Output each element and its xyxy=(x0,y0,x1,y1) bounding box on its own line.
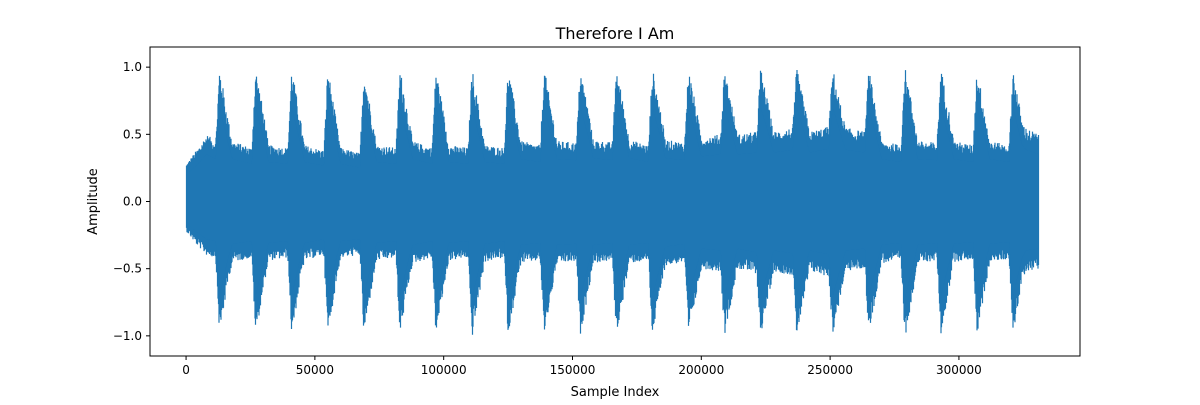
y-axis: −1.0 −0.5 0.0 0.5 1.0 xyxy=(113,60,150,343)
x-axis-title: Sample Index xyxy=(571,385,660,400)
y-axis-title: Amplitude xyxy=(86,168,101,235)
x-tick-label: 300000 xyxy=(936,363,982,377)
series-layer xyxy=(185,70,1040,335)
x-tick-label: 100000 xyxy=(421,363,467,377)
waveform-series xyxy=(185,70,1040,335)
y-tick-label: 1.0 xyxy=(123,60,142,74)
x-tick-label: 50000 xyxy=(296,363,334,377)
y-tick-label: −0.5 xyxy=(113,262,142,276)
x-tick-label: 250000 xyxy=(807,363,853,377)
x-tick-label: 0 xyxy=(182,363,190,377)
x-tick-label: 200000 xyxy=(678,363,724,377)
waveform-core xyxy=(186,107,1039,298)
y-tick-label: −1.0 xyxy=(113,329,142,343)
y-tick-label: 0.5 xyxy=(123,127,142,141)
chart-title: Therefore I Am xyxy=(555,24,675,43)
y-tick-label: 0.0 xyxy=(123,195,142,209)
x-tick-label: 150000 xyxy=(550,363,596,377)
x-axis: 0 50000 100000 150000 200000 250000 300000 xyxy=(182,356,982,377)
